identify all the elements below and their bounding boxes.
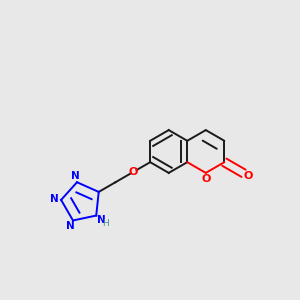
Text: O: O [201,174,211,184]
Text: N: N [97,215,106,225]
Text: O: O [129,167,138,177]
Text: N: N [50,194,59,204]
Text: O: O [244,171,253,181]
Text: N: N [66,221,75,232]
Text: N: N [71,171,80,181]
Text: H: H [102,219,109,228]
